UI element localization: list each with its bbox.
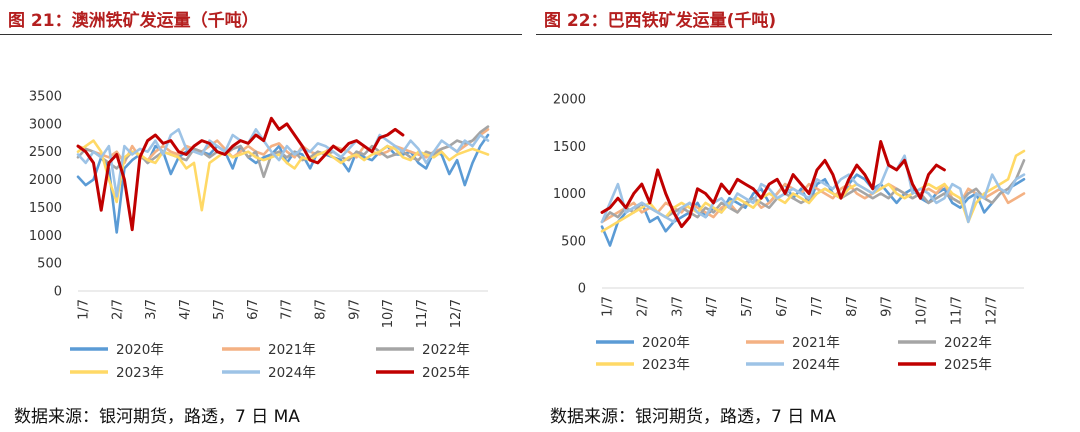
chart-title: 图 22：巴西铁矿发运量(千吨) [544,11,777,31]
y-tick-label: 3500 [29,90,62,105]
legend-label: 2025年 [944,357,992,373]
title-divider [0,34,522,35]
title-divider [536,34,1052,35]
legend-label: 2024年 [792,357,840,373]
x-tick-label: 10/7 [381,299,396,328]
y-tick-label: 500 [37,257,62,272]
x-tick-label: 5/7 [212,299,227,320]
series-line-2024 [600,154,1026,224]
x-tick-label: 6/7 [246,299,261,320]
series-line-2024 [76,128,490,198]
y-tick-label: 1500 [29,201,62,216]
chart-panel-australia: 图 21：澳洲铁矿发运量（千吨） 0 500 1000 1500 2000 2500 300… [0,0,530,432]
legend-label: 2020年 [116,342,164,358]
chart-panel-brazil: 图 22：巴西铁矿发运量(千吨) 0 500 1000 1500 2000 1/7 2/7 3… [536,0,1080,432]
x-tick-label: 12/7 [449,299,464,328]
x-tick-label: 9/7 [347,299,362,320]
legend-label: 2022年 [422,342,470,358]
x-tick-label: 2/7 [110,299,125,320]
x-tick-label: 10/7 [915,296,930,325]
y-tick-label: 2000 [29,173,62,188]
series-line-2020 [600,173,1026,247]
x-tick-label: 4/7 [178,299,193,320]
legend-label: 2024年 [268,365,316,381]
series-line-2025 [600,140,946,229]
x-tick-label: 9/7 [880,296,895,317]
x-tick-label: 11/7 [950,296,965,325]
chart-title: 图 21：澳洲铁矿发运量（千吨） [8,11,259,31]
chart-australia-shipments: 0 500 1000 1500 2000 2500 3000 3500 1/7 2/7 3/7 4/7… [29,90,490,381]
y-tick-label: 1000 [553,187,586,202]
data-source-note: 数据来源：银河期货，路透，7 日 MA [550,407,836,427]
series-line-2022 [600,159,1026,224]
x-tick-label: 12/7 [984,296,999,325]
x-tick-label: 5/7 [740,296,755,317]
y-tick-label: 3000 [29,117,62,132]
legend-label: 2023年 [116,365,164,381]
y-tick-label: 500 [561,234,586,249]
x-tick-label: 3/7 [670,296,685,317]
series-line-2025 [76,116,405,232]
legend-label: 2022年 [944,335,992,351]
x-tick-label: 3/7 [144,299,159,320]
y-tick-label: 2000 [553,93,586,108]
legend-label: 2021年 [268,342,316,358]
x-tick-label: 1/7 [601,296,616,317]
x-tick-label: 8/7 [314,299,329,320]
y-tick-label: 0 [54,285,62,300]
x-tick-label: 6/7 [775,296,790,317]
legend-label: 2023年 [642,357,690,373]
x-tick-label: 4/7 [705,296,720,317]
x-tick-label: 7/7 [280,299,295,320]
x-tick-label: 1/7 [77,299,92,320]
x-tick-label: 8/7 [845,296,860,317]
x-tick-label: 7/7 [810,296,825,317]
y-tick-label: 1500 [553,140,586,155]
y-tick-label: 1000 [29,229,62,244]
x-tick-label: 2/7 [635,296,650,317]
x-tick-label: 11/7 [415,299,430,328]
data-source-note: 数据来源：银河期货，路透，7 日 MA [14,407,300,427]
legend-label: 2020年 [642,335,690,351]
y-tick-label: 0 [578,282,586,297]
chart-brazil-shipments: 0 500 1000 1500 2000 1/7 2/7 3/7 4/7 5/7 6/7 7/7 8/7… [553,93,1026,373]
legend-label: 2021年 [792,335,840,351]
legend-label: 2025年 [422,365,470,381]
y-tick-label: 2500 [29,145,62,160]
